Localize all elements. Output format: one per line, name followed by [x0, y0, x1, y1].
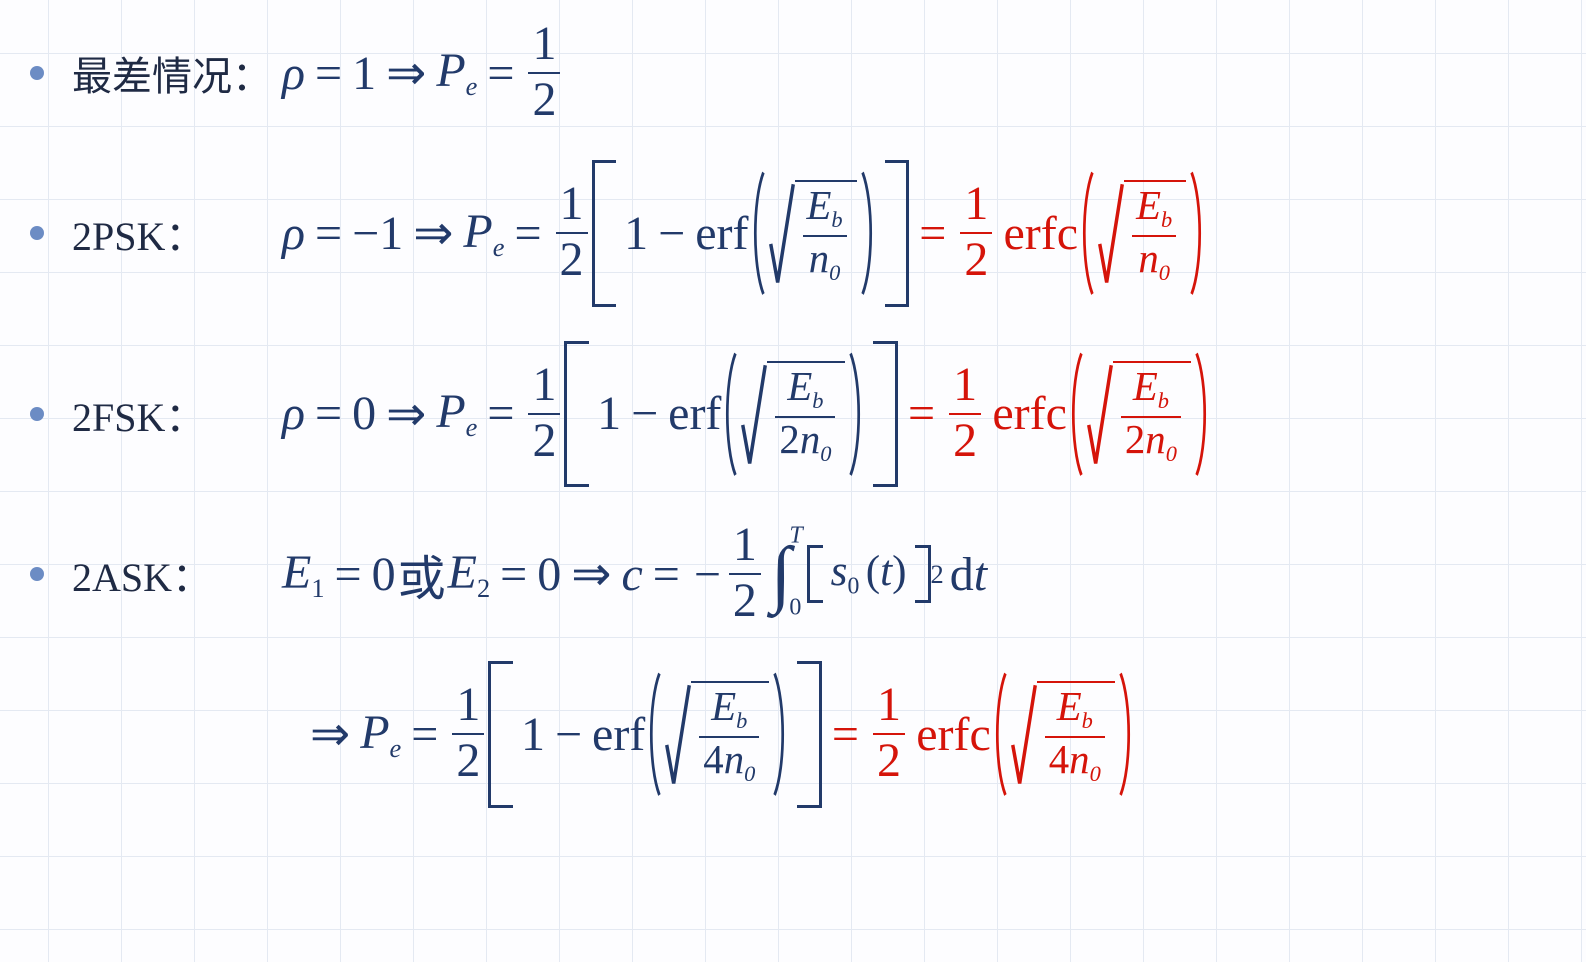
eq3: = — [919, 206, 946, 261]
eq3: = — [908, 386, 935, 441]
eq2: = — [514, 206, 541, 261]
half: 12 — [556, 180, 588, 286]
paren-sqrt: Ebn0 — [749, 170, 877, 297]
erf: erf — [592, 707, 645, 762]
Pe: Pe — [436, 43, 477, 102]
integral-limits: T0 — [789, 550, 802, 598]
row-2fsk: 2FSK： ρ = 0 ⇒ Pe = 12 1−erf — [30, 341, 1556, 488]
erfc-term: 12 erfc Eb2n0 — [945, 351, 1211, 478]
row-worst-case: 最差情况： ρ = 1 ⇒ Pe = 12 — [30, 20, 1556, 126]
label-2ask: 2ASK： — [72, 545, 282, 603]
integral-icon: ∫ — [771, 550, 791, 598]
label-worst: 最差情况： — [72, 44, 282, 102]
rho: ρ — [282, 206, 305, 261]
Eb-over-n0: Ebn0 — [803, 186, 847, 287]
or-zh: 或 — [398, 539, 446, 609]
dt: dt — [950, 547, 987, 602]
bullet-icon — [30, 66, 44, 80]
imply: ⇒ — [413, 205, 453, 261]
eq2: = — [487, 46, 514, 101]
rho-val: 0 — [352, 386, 376, 441]
rho-val: 1 — [352, 46, 376, 101]
Pe: Pe — [360, 705, 401, 764]
erf: erf — [668, 386, 721, 441]
imply: ⇒ — [386, 45, 426, 101]
erfc-term: 12 erfc Eb4n0 — [869, 671, 1135, 798]
erfc: erfc — [916, 707, 991, 762]
bullet-icon — [30, 407, 44, 421]
formula-worst: ρ = 1 ⇒ Pe = 12 — [282, 20, 564, 126]
E2: E2 — [448, 545, 491, 604]
bracket-erf: 1−erf Ebn0 — [592, 160, 910, 307]
sqrt: Ebn0 — [769, 180, 857, 287]
row-2ask-result: ⇒ Pe = 12 1−erf Eb4n0 — [30, 661, 1556, 808]
formula-2ask-premise: E1 =0 或 E2 =0 ⇒ c = − 12 ∫ T0 s0(t) 2 dt — [282, 521, 987, 627]
s0t: s0(t) — [831, 547, 907, 600]
label-2psk: 2PSK： — [72, 204, 282, 262]
erfc: erfc — [1004, 206, 1079, 261]
formula-2psk: ρ = −-11 ⇒ Pe = 12 1−erf — [282, 160, 1206, 307]
imply: ⇒ — [310, 706, 350, 762]
formula-2ask-result: ⇒ Pe = 12 1−erf Eb4n0 — [300, 661, 1135, 808]
rho-val: −-11 — [352, 206, 403, 261]
rho: ρ — [282, 386, 305, 441]
formula-2fsk: ρ = 0 ⇒ Pe = 12 1−erf Eb2 — [282, 341, 1211, 488]
half: 12 — [528, 20, 560, 126]
imply: ⇒ — [571, 546, 611, 602]
bullet-icon — [30, 567, 44, 581]
slide: 最差情况： ρ = 1 ⇒ Pe = 12 2PSK： ρ = −-11 ⇒ P… — [30, 20, 1556, 808]
row-2psk: 2PSK： ρ = −-11 ⇒ Pe = 12 1−erf — [30, 160, 1556, 307]
erfc: erfc — [992, 386, 1067, 441]
eq: = — [315, 206, 342, 261]
eq: = — [315, 386, 342, 441]
bullet-icon — [30, 226, 44, 240]
Pe: Pe — [463, 204, 504, 263]
label-2fsk: 2FSK： — [72, 385, 282, 443]
eq: = — [315, 46, 342, 101]
c: c — [621, 547, 642, 602]
Pe: Pe — [436, 384, 477, 443]
E1: E1 — [282, 545, 325, 604]
imply: ⇒ — [386, 386, 426, 442]
erfc-term: 12 erfc Ebn0 — [956, 170, 1206, 297]
erf: erf — [695, 206, 748, 261]
row-2ask-premise: 2ASK： E1 =0 或 E2 =0 ⇒ c = − 12 ∫ T0 s0(t… — [30, 521, 1556, 627]
eq2: = — [487, 386, 514, 441]
rho: ρ — [282, 46, 305, 101]
half-red: 12 — [960, 180, 992, 286]
